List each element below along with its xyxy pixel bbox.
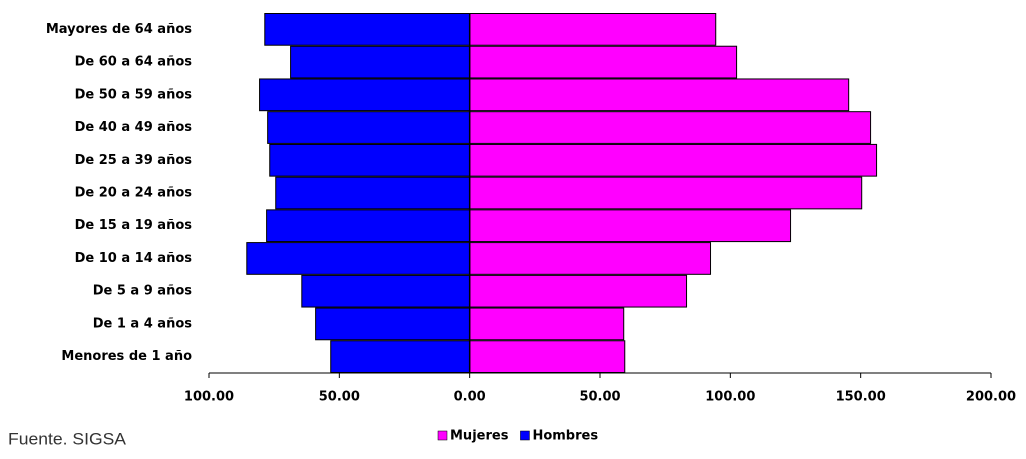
category-label: De 60 a 64 años — [75, 55, 193, 70]
bar — [469, 78, 850, 112]
x-tick-label: 0.00 — [454, 390, 486, 405]
legend-swatch — [520, 430, 530, 441]
category-label: De 40 a 49 años — [75, 120, 193, 135]
bar — [469, 242, 712, 275]
category-label: De 1 a 4 años — [93, 316, 193, 331]
category-label: De 50 a 59 años — [75, 87, 193, 102]
bar — [330, 340, 471, 374]
bar — [469, 143, 878, 177]
bar — [246, 242, 471, 275]
category-label: Mayores de 64 años — [46, 22, 192, 37]
category-label: Menores de 1 año — [61, 349, 192, 364]
category-label: De 5 a 9 años — [93, 284, 193, 299]
bar — [259, 78, 471, 112]
bar — [469, 340, 626, 374]
bar — [290, 45, 471, 79]
x-tick-label: 50.00 — [319, 390, 360, 405]
legend-swatch — [437, 430, 448, 441]
x-tick-label: 200.00 — [966, 390, 1016, 405]
bar — [469, 45, 738, 79]
x-tick-label: 100.00 — [705, 390, 755, 405]
bar — [469, 307, 625, 341]
x-tick-label: 50.00 — [579, 390, 620, 405]
category-label: De 20 a 24 años — [75, 186, 193, 201]
bar — [315, 307, 471, 341]
bar — [469, 209, 792, 243]
bar — [269, 143, 471, 177]
legend-label: Mujeres — [450, 429, 509, 444]
bar — [469, 13, 717, 46]
source-note: Fuente. SIGSA — [8, 429, 127, 448]
x-tick-label: 100.00 — [184, 390, 234, 405]
x-tick-label: 150.00 — [836, 390, 886, 405]
bar — [469, 176, 863, 210]
bar — [469, 274, 688, 308]
bar — [266, 209, 471, 243]
category-label: De 10 a 14 años — [75, 251, 193, 266]
bar — [301, 274, 471, 308]
bar — [275, 176, 471, 210]
bar — [469, 111, 872, 144]
legend-label: Hombres — [532, 429, 598, 444]
bar — [267, 111, 471, 144]
category-label: De 25 a 39 años — [75, 153, 193, 168]
bar — [264, 13, 471, 46]
category-label: De 15 a 19 años — [75, 218, 193, 233]
